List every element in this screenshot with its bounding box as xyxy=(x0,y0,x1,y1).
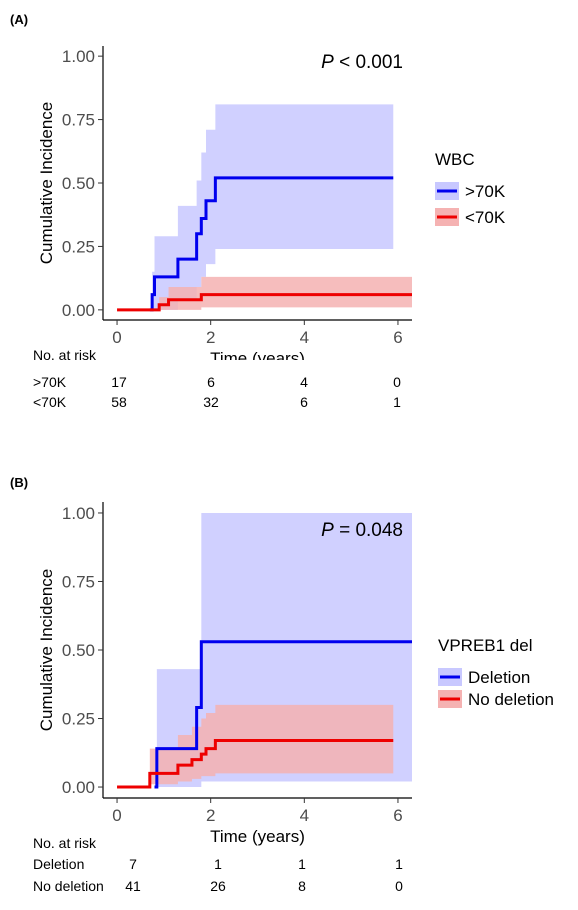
legend-label: No deletion xyxy=(468,690,554,709)
x-axis-title: Time (years) xyxy=(210,827,305,846)
risk-value: 8 xyxy=(298,878,306,894)
x-tick-label: 4 xyxy=(300,328,309,347)
risk-value: 17 xyxy=(111,374,127,390)
panel-a-label: (A) xyxy=(10,12,29,27)
ci-band-0 xyxy=(149,104,394,310)
series-line-1 xyxy=(117,738,394,789)
y-tick-label: 1.00 xyxy=(62,504,95,523)
x-tick-label: 2 xyxy=(206,328,215,347)
y-axis-title: Cumulative Incidence xyxy=(37,102,56,265)
risk-value: 6 xyxy=(207,374,215,390)
x-tick-label: 4 xyxy=(300,806,309,825)
risk-row-label-b-0: Deletion xyxy=(33,856,85,872)
y-tick-label: 0.50 xyxy=(62,174,95,193)
x-axis-title: Time (years) xyxy=(210,349,305,360)
y-tick-label: 0.25 xyxy=(62,710,95,729)
legend-label: >70K xyxy=(465,182,506,201)
x-tick-label: 6 xyxy=(393,806,402,825)
risk-value: 1 xyxy=(395,856,403,872)
p-value-label: P < 0.001 xyxy=(321,52,403,73)
legend-label: <70K xyxy=(465,208,506,227)
legend-title: WBC xyxy=(435,150,475,169)
risk-row-label-a-1: <70K xyxy=(33,394,67,410)
panel-b-label: (B) xyxy=(10,475,29,490)
p-value-label: P = 0.048 xyxy=(321,520,403,541)
risk-value: 26 xyxy=(210,878,226,894)
series-line-1 xyxy=(117,293,412,312)
x-tick-label: 0 xyxy=(112,328,121,347)
x-tick-label: 6 xyxy=(393,328,402,347)
risk-row-label-b-1: No deletion xyxy=(33,878,104,894)
risk-value: 1 xyxy=(298,856,306,872)
risk-value: 6 xyxy=(300,394,308,410)
chart-b: 0.00 0.25 0.50 0.75 1.00 0 2 4 6 Time (years) Cumu… xyxy=(37,502,554,846)
risk-value: 41 xyxy=(125,878,141,894)
y-tick-label: 0.75 xyxy=(62,111,95,130)
y-tick-label: 0.00 xyxy=(62,301,95,320)
y-tick-label: 0.75 xyxy=(62,572,95,591)
risk-value: 58 xyxy=(111,394,127,410)
risk-value: 0 xyxy=(393,374,401,390)
risk-value: 1 xyxy=(393,394,401,410)
risk-row-label-a-0: >70K xyxy=(33,374,67,390)
x-tick-label: 2 xyxy=(206,806,215,825)
chart-a: 0.00 0.25 0.50 0.75 1.00 0 2 4 6 Time (years) Cumu… xyxy=(37,46,506,360)
legend-title: VPREB1 del xyxy=(438,636,533,655)
y-axis-title: Cumulative Incidence xyxy=(37,569,56,732)
series-line-0 xyxy=(154,640,412,789)
risk-title-b: No. at risk xyxy=(33,835,97,851)
risk-value: 1 xyxy=(214,856,222,872)
y-tick-label: 0.00 xyxy=(62,778,95,797)
y-tick-label: 0.50 xyxy=(62,641,95,660)
risk-value: 7 xyxy=(129,856,137,872)
ci-band-1 xyxy=(145,704,394,788)
x-tick-label: 0 xyxy=(112,806,121,825)
risk-value: 4 xyxy=(300,374,308,390)
y-tick-label: 1.00 xyxy=(62,47,95,66)
risk-title-a: No. at risk xyxy=(33,347,97,363)
risk-value: 32 xyxy=(203,394,219,410)
legend-label: Deletion xyxy=(468,668,530,687)
y-tick-label: 0.25 xyxy=(62,237,95,256)
risk-value: 0 xyxy=(395,878,403,894)
series-line-0 xyxy=(149,176,394,312)
